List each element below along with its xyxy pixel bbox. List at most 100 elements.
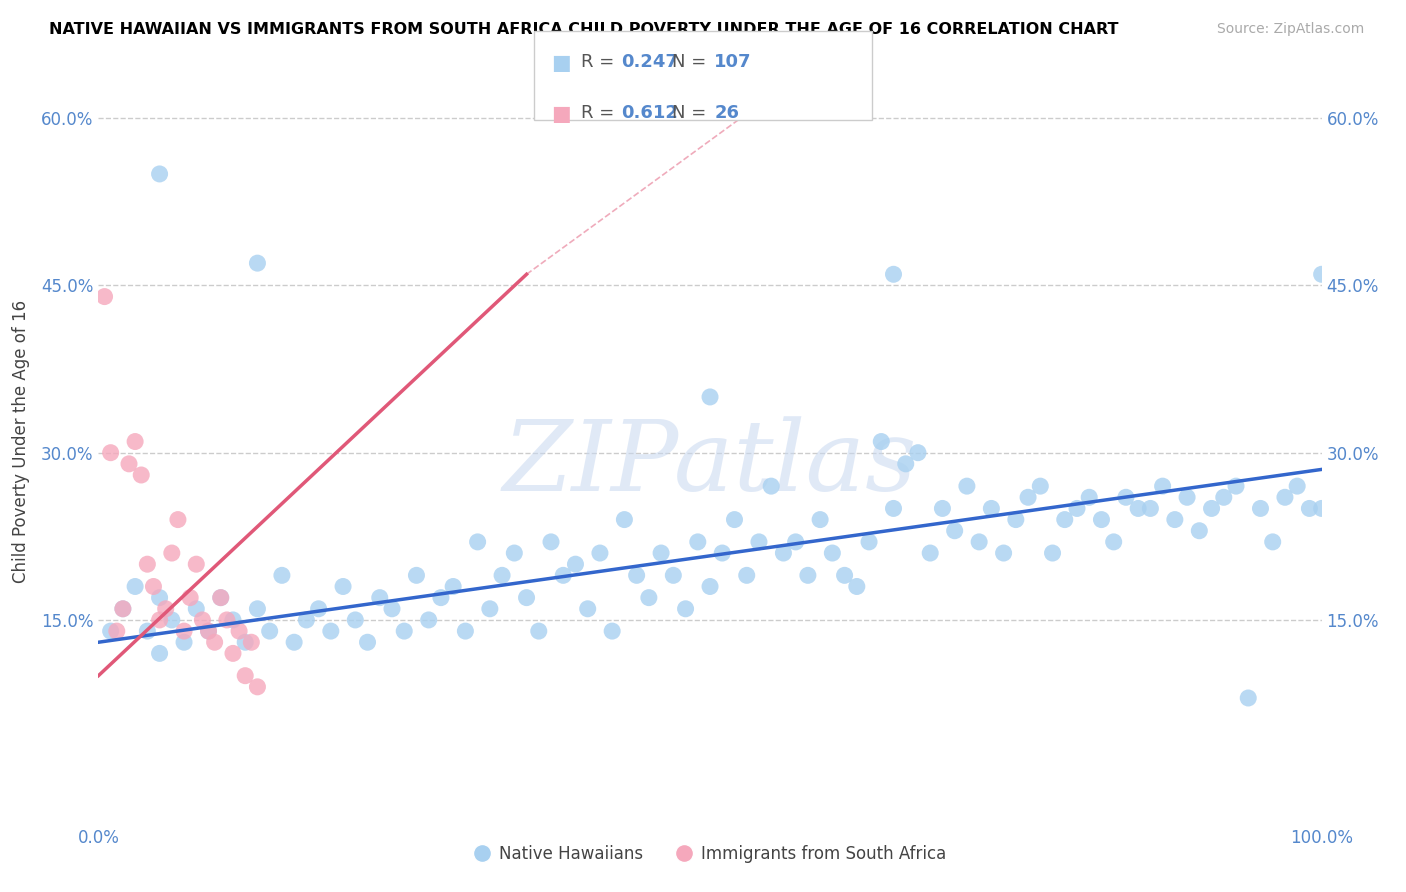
Point <box>1078 490 1101 504</box>
Point <box>356 635 378 649</box>
Point <box>662 568 685 582</box>
Point <box>319 624 342 639</box>
Point <box>344 613 367 627</box>
Point <box>883 501 905 516</box>
Text: N =: N = <box>672 104 711 122</box>
Point <box>1128 501 1150 516</box>
Point <box>173 635 195 649</box>
Point <box>149 591 172 605</box>
Point <box>894 457 917 471</box>
Point <box>723 512 745 526</box>
Point <box>699 580 721 594</box>
Point <box>136 557 159 572</box>
Point <box>233 635 256 649</box>
Point <box>228 624 250 639</box>
Point <box>270 568 294 582</box>
Point <box>215 613 238 627</box>
Point <box>100 624 122 639</box>
Point <box>1139 501 1161 516</box>
Point <box>430 591 453 605</box>
Point <box>467 534 489 549</box>
Point <box>295 613 318 627</box>
Point <box>503 546 526 560</box>
Point <box>283 635 305 649</box>
Point <box>1310 268 1333 282</box>
Point <box>870 434 893 449</box>
Point <box>834 568 856 582</box>
Point <box>491 568 513 582</box>
Point <box>167 512 190 526</box>
Point <box>540 534 562 549</box>
Point <box>1042 546 1064 560</box>
Point <box>308 602 330 616</box>
Point <box>956 479 979 493</box>
Point <box>149 613 172 627</box>
Point <box>1274 490 1296 504</box>
Point <box>516 591 538 605</box>
Point <box>100 446 122 460</box>
Point <box>160 613 183 627</box>
Text: Source: ZipAtlas.com: Source: ZipAtlas.com <box>1216 22 1364 37</box>
Point <box>240 635 263 649</box>
Point <box>1212 490 1234 504</box>
Point <box>920 546 942 560</box>
Point <box>1017 490 1039 504</box>
Point <box>233 669 256 683</box>
Point <box>418 613 440 627</box>
Point <box>118 457 141 471</box>
Point <box>675 602 697 616</box>
Point <box>186 557 208 572</box>
Legend: Native Hawaiians, Immigrants from South Africa: Native Hawaiians, Immigrants from South … <box>467 838 953 869</box>
Point <box>1090 512 1112 526</box>
Point <box>576 602 599 616</box>
Text: ■: ■ <box>551 104 571 124</box>
Text: R =: R = <box>581 104 620 122</box>
Point <box>93 289 115 303</box>
Point <box>858 534 880 549</box>
Point <box>368 591 391 605</box>
Point <box>246 680 269 694</box>
Text: 0.612: 0.612 <box>621 104 678 122</box>
Point <box>527 624 550 639</box>
Point <box>1310 501 1333 516</box>
Point <box>883 268 905 282</box>
Text: NATIVE HAWAIIAN VS IMMIGRANTS FROM SOUTH AFRICA CHILD POVERTY UNDER THE AGE OF 1: NATIVE HAWAIIAN VS IMMIGRANTS FROM SOUTH… <box>49 22 1119 37</box>
Point <box>209 591 232 605</box>
Point <box>943 524 966 538</box>
Point <box>907 446 929 460</box>
Point <box>699 390 721 404</box>
Point <box>209 591 232 605</box>
Point <box>553 568 575 582</box>
Point <box>441 580 464 594</box>
Point <box>149 646 172 660</box>
Point <box>711 546 734 560</box>
Point <box>246 602 269 616</box>
Point <box>761 479 783 493</box>
Point <box>637 591 661 605</box>
Point <box>1152 479 1174 493</box>
Point <box>600 624 623 639</box>
Point <box>1261 534 1284 549</box>
Point <box>186 602 208 616</box>
Point <box>179 591 201 605</box>
Point <box>1286 479 1309 493</box>
Point <box>454 624 477 639</box>
Point <box>686 534 709 549</box>
Point <box>1164 512 1187 526</box>
Point <box>246 256 269 270</box>
Point <box>149 167 172 181</box>
Point <box>129 467 152 482</box>
Point <box>589 546 612 560</box>
Text: 107: 107 <box>714 53 752 70</box>
Point <box>1053 512 1076 526</box>
Point <box>124 434 146 449</box>
Y-axis label: Child Poverty Under the Age of 16: Child Poverty Under the Age of 16 <box>11 300 30 583</box>
Text: ■: ■ <box>551 53 571 72</box>
Text: 0.247: 0.247 <box>621 53 678 70</box>
Point <box>392 624 416 639</box>
Point <box>1029 479 1052 493</box>
Point <box>191 613 214 627</box>
Point <box>626 568 648 582</box>
Point <box>111 602 134 616</box>
Point <box>222 646 245 660</box>
